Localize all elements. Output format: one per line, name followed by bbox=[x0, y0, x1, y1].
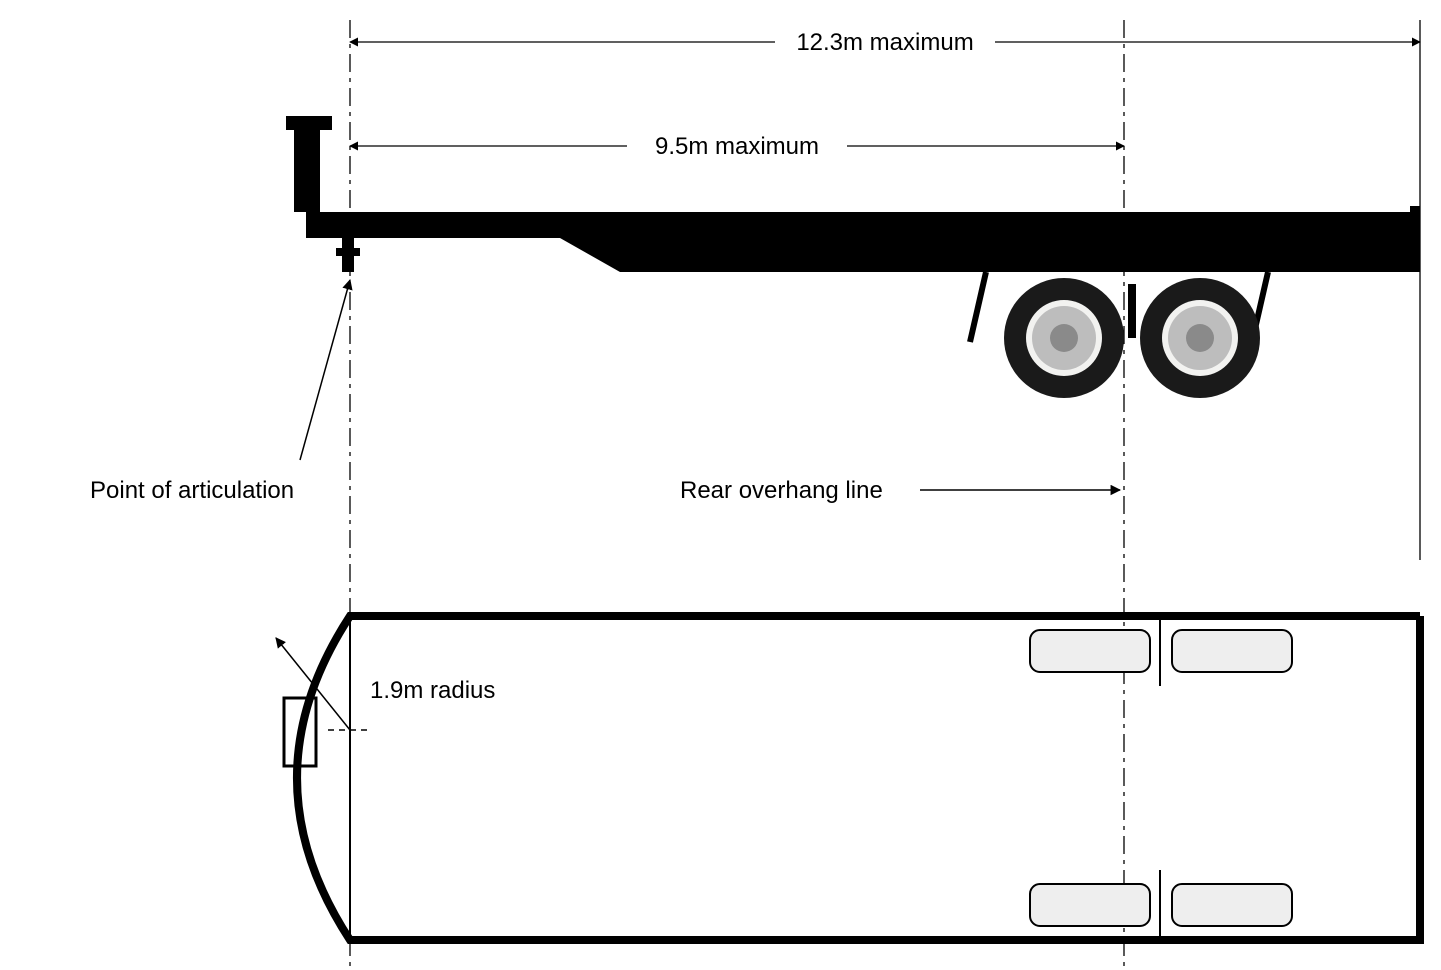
headboard bbox=[294, 116, 320, 212]
annotation-articulation: Point of articulation bbox=[90, 477, 294, 504]
annotation-rear_overhang: Rear overhang line bbox=[680, 477, 883, 504]
trailer-side-body bbox=[306, 212, 1420, 272]
wheel-side bbox=[1004, 278, 1124, 398]
mudflap bbox=[970, 272, 986, 342]
wheel-side bbox=[1140, 278, 1260, 398]
rear-cap bbox=[1410, 206, 1420, 212]
wheel-top bbox=[1172, 630, 1292, 672]
annotation-arrow-articulation bbox=[300, 280, 350, 460]
wheel-top bbox=[1172, 884, 1292, 926]
headboard-cap bbox=[286, 116, 332, 130]
wheel-top bbox=[1030, 884, 1150, 926]
underrun-bar bbox=[1128, 284, 1136, 338]
annotation-radius: 1.9m radius bbox=[370, 677, 495, 704]
wheel-top bbox=[1030, 630, 1150, 672]
annotation-arrow-radius bbox=[276, 638, 350, 730]
dimension-label-axle: 9.5m maximum bbox=[655, 133, 819, 160]
dimension-label-overall: 12.3m maximum bbox=[796, 29, 973, 56]
kingpin-collar bbox=[336, 248, 360, 256]
